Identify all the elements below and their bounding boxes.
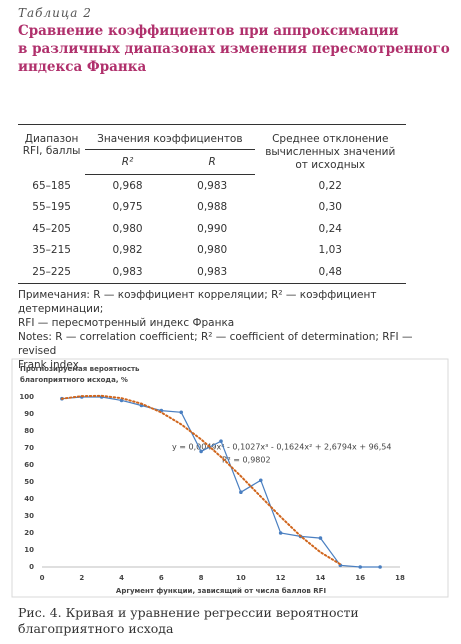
notes: Примечания: R — коэффициент корреляции; … [18, 288, 448, 372]
table-cell: 0,983 [85, 261, 170, 284]
y-tick-label: 20 [24, 529, 34, 537]
table-cell: 0,48 [254, 261, 406, 284]
table-row: 35–215 0,982 0,980 1,03 [18, 240, 406, 262]
table-cell: 65–185 [32, 179, 71, 192]
table-cell: 45–205 [32, 222, 71, 235]
table-cell: 0,980 [197, 244, 228, 257]
table-cell: 25–225 [18, 261, 86, 284]
y-tick-label: 30 [24, 512, 34, 520]
table-title: Сравнение коэффициентов при аппроксимаци… [18, 22, 450, 76]
table-row: 55–195 0,975 0,988 0,30 [18, 197, 406, 219]
header-cell: R [169, 149, 255, 175]
x-tick-label: 14 [316, 574, 326, 582]
chart-frame [11, 358, 449, 598]
header-cell: R² [85, 149, 170, 175]
header-line: RFI, баллы [22, 145, 81, 157]
note-line: Примечания: R — коэффициент корреляции; … [18, 289, 377, 315]
table-cell: 0,983 [169, 261, 255, 284]
header-line: Среднее отклонение [272, 133, 389, 145]
table-cell: 0,968 [112, 179, 143, 192]
y-axis-label: благоприятного исхода, % [20, 376, 128, 384]
y-tick-label: 50 [24, 478, 34, 486]
y-tick-label: 70 [24, 444, 34, 452]
x-tick-label: 0 [40, 574, 45, 582]
data-point [219, 439, 223, 443]
caption-line: благоприятного исхода [18, 621, 174, 636]
caption-line: Рис. 4. Кривая и уравнение регрессии вер… [18, 605, 359, 620]
table-cell: 0,988 [197, 201, 228, 214]
note-line: Frank index [18, 359, 79, 371]
y-tick-label: 60 [24, 461, 34, 469]
y-tick-label: 10 [24, 546, 34, 554]
data-point [179, 410, 184, 415]
table-body: 65–185 0,968 0,983 0,22 55–195 0,975 0,988 0,30… [18, 175, 406, 284]
x-tick-label: 16 [355, 574, 365, 582]
table: Диапазон RFI, баллы Значения коэффициенто… [18, 124, 406, 284]
x-tick-label: 8 [199, 574, 204, 582]
header-cell: Значения коэффициентов [85, 124, 255, 150]
y-tick-label: 0 [29, 563, 34, 571]
table-cell: 0,30 [318, 201, 342, 214]
title-line: индекса Франка [18, 59, 147, 75]
y-tick-label: 90 [24, 410, 34, 418]
table-cell: 1,03 [318, 244, 342, 257]
x-tick-label: 12 [276, 574, 286, 582]
y-tick-label: 80 [24, 427, 34, 435]
header-cell: Диапазон RFI, баллы [18, 124, 86, 175]
table-cell: 35–215 [32, 244, 71, 257]
table-row: 25–225 0,983 0,983 0,48 [18, 261, 406, 284]
equation: y = 0,0049x⁴ - 0,1027x³ - 0,1624x² + 2,6… [172, 443, 391, 452]
figure-caption: Рис. 4. Кривая и уравнение регрессии вер… [18, 605, 359, 637]
table-cell: 0,990 [197, 222, 228, 235]
data-point [199, 449, 203, 454]
table-cell: 0,983 [197, 179, 228, 192]
header-cell: Среднее отклонение вычисленных значений от… [254, 124, 406, 175]
x-tick-label: 2 [79, 574, 84, 582]
r2-label: R² = 0,9802 [222, 456, 271, 465]
table-cell: 0,982 [112, 244, 143, 257]
data-point [358, 565, 363, 569]
header-line: Диапазон [24, 133, 79, 145]
table-caption: Таблица 2 [18, 6, 92, 20]
table-cell: 0,24 [318, 222, 342, 235]
table-row: 45–205 0,980 0,990 0,24 [18, 218, 406, 240]
data-point [239, 490, 243, 494]
header-line: вычисленных значений [265, 146, 396, 158]
x-tick-label: 18 [395, 574, 405, 582]
y-axis-label: Прогнозируемая вероятность [20, 365, 140, 373]
table-row: 65–185 0,968 0,983 0,22 [18, 175, 406, 197]
x-axis-label: Аргумент функции, зависящий от числа бал… [116, 587, 326, 595]
x-tick-label: 10 [236, 574, 246, 582]
table-cell: 55–195 [32, 201, 71, 214]
data-point [278, 531, 283, 535]
table-cell: 0,22 [318, 179, 342, 192]
title-line: Сравнение коэффициентов при аппроксимаци… [18, 23, 399, 39]
title-line: в различных диапазонах изменения пересмо… [18, 41, 450, 57]
data-point [258, 478, 263, 483]
header-line: от исходных [295, 159, 366, 171]
note-line: RFI — пересмотренный индекс Франка [18, 317, 235, 329]
trend-line [60, 394, 342, 566]
x-tick-label: 6 [159, 574, 164, 582]
note-line: Notes: R — correlation coefficient; R² —… [18, 331, 413, 357]
data-line [61, 396, 381, 568]
table-cell: 0,975 [112, 201, 143, 214]
data-point [119, 398, 124, 403]
x-tick-label: 4 [119, 574, 124, 582]
y-tick-label: 100 [19, 393, 34, 401]
data-point [378, 565, 382, 569]
data-point [318, 536, 323, 540]
table-cell: 0,980 [112, 222, 143, 235]
y-tick-label: 40 [24, 495, 34, 503]
chart: Прогнозируемая вероятность благоприятног… [11, 358, 449, 598]
